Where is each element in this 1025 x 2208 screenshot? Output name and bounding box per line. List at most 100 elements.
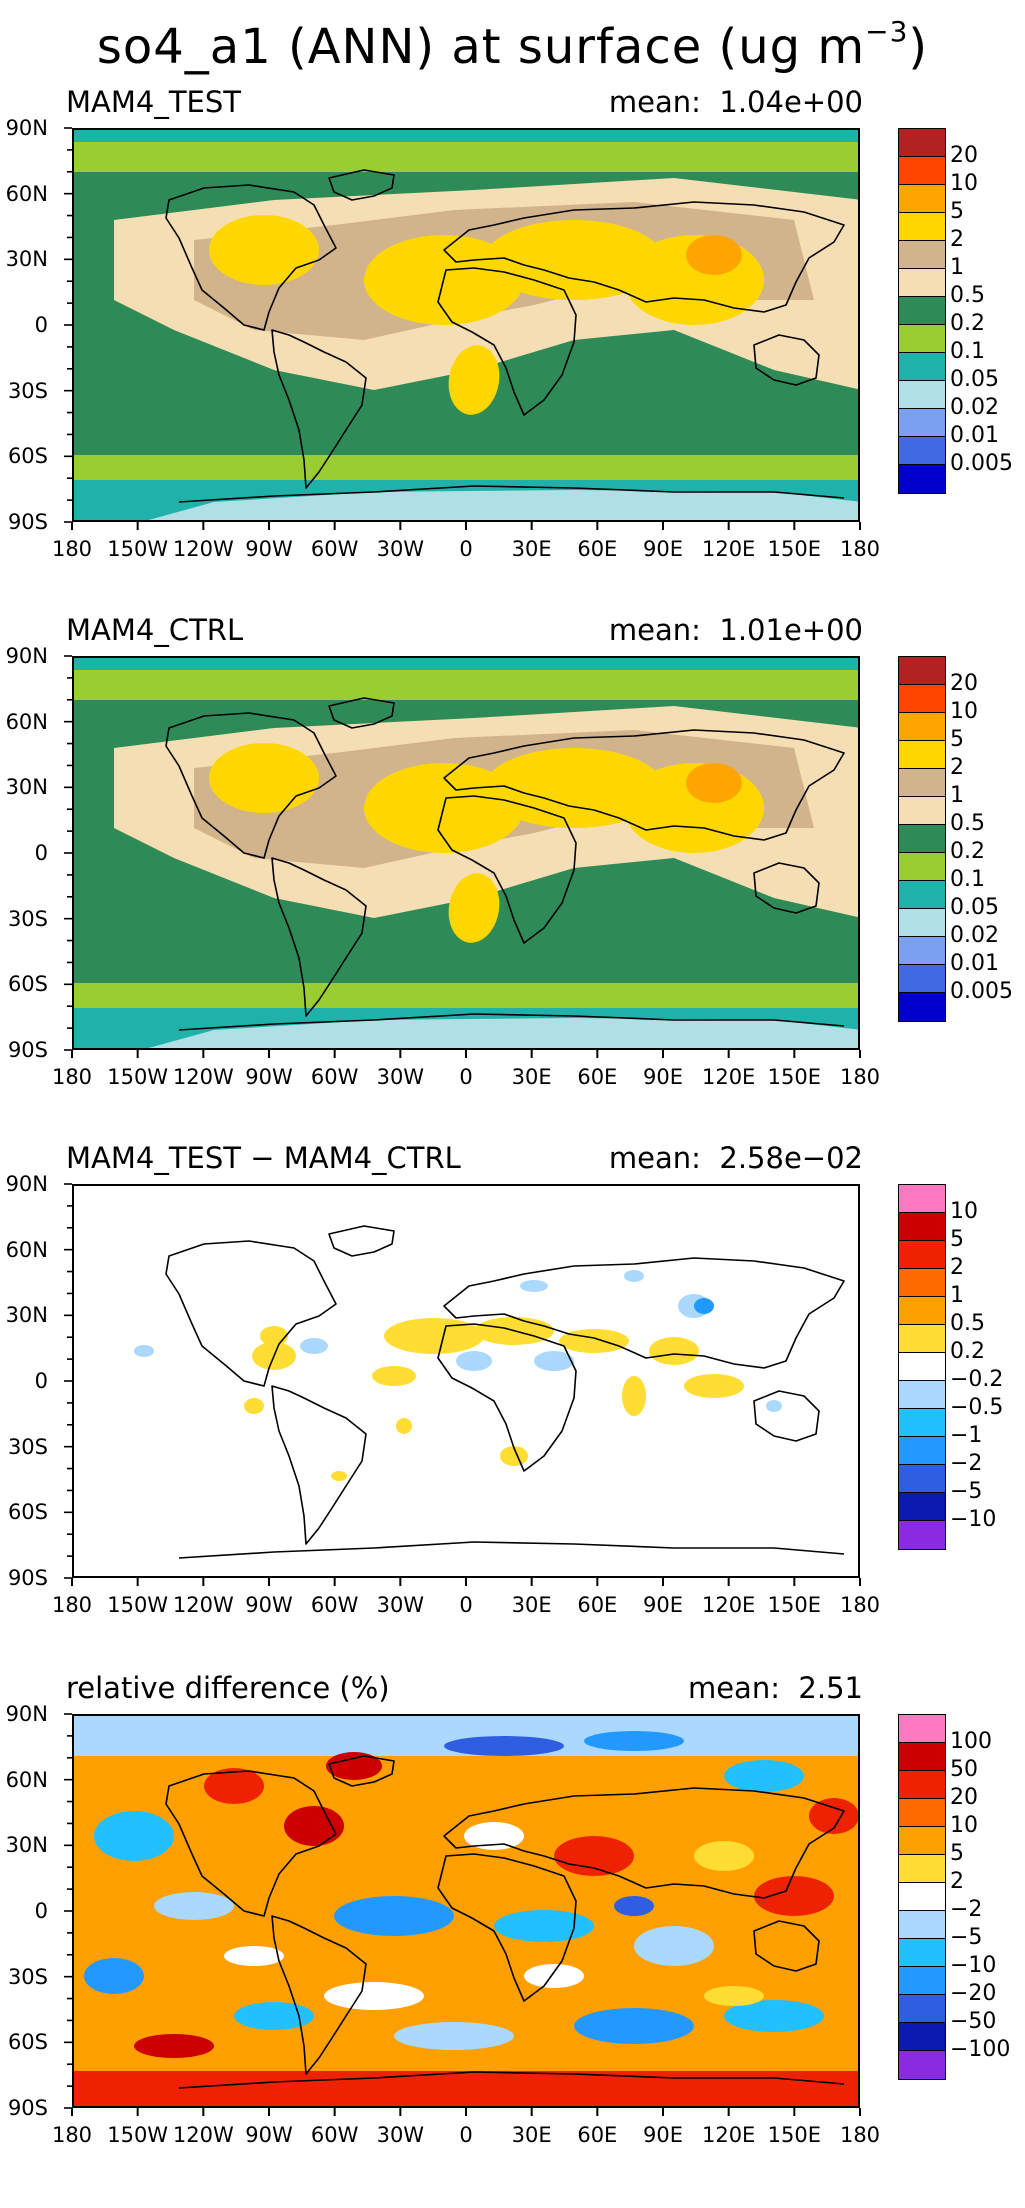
core-china [686,235,742,275]
lon-tick-label: 30W [376,1593,425,1617]
colorbar-label: 10 [950,171,978,196]
map-plot-area [72,128,860,522]
lat-tick-label: 30S [7,1434,48,1459]
colorbar-swatch [898,436,946,466]
colorbar-swatch [898,128,946,158]
reldiff-region [204,1768,264,1804]
colorbar-label: 0.005 [950,979,1013,1004]
colorbar-swatch [898,1324,946,1354]
lat-tick-label: 60N [5,1767,48,1792]
colorbar-swatch [898,380,946,410]
figure-title-main: so4_a1 (ANN) at surface (ug m [96,19,866,75]
reldiff-region [94,1811,174,1861]
reldiff-region [284,1806,344,1846]
colorbar-label: 1 [950,783,964,808]
colorbar-swatch [898,1520,946,1550]
colorbar-label: −100 [950,2037,1011,2062]
lat-tick-label: 60S [7,1500,48,1525]
colorbar-swatch [898,156,946,186]
colorbar-swatch [898,1240,946,1270]
panel-label: relative difference (%) [66,1671,390,1705]
reldiff-region [234,2002,314,2030]
colorbar-label: 5 [950,199,964,224]
reldiff-region [634,1926,714,1966]
colorbar-swatch [898,936,946,966]
lon-tick-label: 180 [839,1065,881,1089]
colorbar-label: 2 [950,1869,964,1894]
colorbar-label: 0.005 [950,451,1013,476]
reldiff-region [224,1946,284,1966]
contour-map [74,1186,858,1576]
colorbar-label: 0.5 [950,811,985,836]
colorbar-label: 0.1 [950,339,985,364]
reldiff-region [584,1731,684,1751]
colorbar-swatch [898,1408,946,1438]
colorbar-label: 50 [950,1757,978,1782]
lon-tick-label: 150W [107,2123,169,2147]
colorbar-swatch [898,964,946,994]
reldiff-region [464,1822,524,1850]
lon-tick-label: 90W [245,1065,293,1089]
colorbar-label: 0.01 [950,951,999,976]
lat-tick-label: 30N [5,1833,48,1858]
map-plot-area [72,1714,860,2108]
colorbar-swatch [898,1994,946,2024]
colorbar-label: 10 [950,1199,978,1224]
reldiff-region [724,2000,824,2032]
colorbar-label: 20 [950,143,978,168]
reldiff-region [809,1798,858,1834]
colorbar-swatch [898,240,946,270]
colorbar-label: 1 [950,255,964,280]
lon-tick-label: 90W [245,2123,293,2147]
lon-tick-label: 150W [107,1593,169,1617]
colorbar-swatch [898,1882,946,1912]
panel-mean: mean: 1.04e+00 [609,82,863,122]
colorbar-label: 0.02 [950,395,999,420]
core-north-america [209,215,319,285]
lon-tick-label: 180 [51,537,93,561]
reldiff-region [704,1986,764,2006]
lat-tick-label: 0 [34,1369,48,1393]
colorbar-label: −2 [950,1897,983,1922]
reldiff-region [334,1896,454,1936]
colorbar-label: −1 [950,1423,983,1448]
lat-tick-label: 90N [5,644,48,668]
colorbar-swatch [898,1910,946,1940]
diff-negative-region [520,1280,548,1292]
lat-tick-label: 30N [5,247,48,272]
colorbar-label: 1 [950,1283,964,1308]
reldiff-region [724,1760,804,1792]
colorbar-label: 100 [950,1729,992,1754]
lon-tick-label: 120E [701,537,756,561]
colorbar-label: 0.05 [950,367,999,392]
colorbar-swatch [898,1938,946,1968]
lat-tick-label: 0 [34,1899,48,1923]
diff-positive-region [396,1418,412,1434]
reldiff-region [84,1958,144,1994]
colorbar-label: 0.02 [950,923,999,948]
lon-tick-label: 90W [245,537,293,561]
panel-label: MAM4_TEST − MAM4_CTRL [66,1141,461,1175]
core-eurasia [484,220,664,300]
mean-label: mean: [608,1141,701,1175]
diff-positive-region [500,1446,528,1466]
lat-tick-label: 90N [5,116,48,140]
reldiff-region [154,1892,234,1920]
colorbar-swatch [898,352,946,382]
colorbar-label: 0.2 [950,1339,985,1364]
diff-positive-region [384,1318,484,1354]
colorbar-swatch [898,296,946,326]
diff-negative-region [534,1351,574,1371]
mean-label: mean: [608,613,701,647]
band-60s [74,983,858,1008]
colorbar-swatch [898,1268,946,1298]
band-high-lat-north [74,142,858,172]
colorbar-label: −0.2 [950,1367,1004,1392]
figure-title-close: ) [908,19,929,75]
lon-tick-label: 120E [701,2123,756,2147]
axis-ticks [64,1713,861,2116]
lon-tick-label: 60W [310,2123,359,2147]
mean-label: mean: [608,85,701,119]
reldiff-antarctic [74,2071,858,2106]
reldiff-region [754,1876,834,1916]
